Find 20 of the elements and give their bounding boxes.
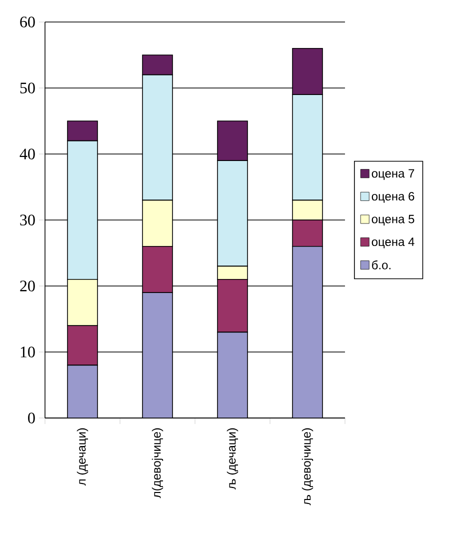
x-tick-label: љ (девојчице) — [302, 428, 314, 506]
y-tick-label: 60 — [20, 16, 35, 28]
x-tick-label: л(девојчице) — [152, 428, 164, 498]
y-tick-label: 0 — [28, 412, 35, 424]
legend-label: б.о. — [372, 260, 390, 270]
x-tick-label: л (дечаци) — [76, 428, 88, 486]
legend-label: оцена 7 — [372, 169, 414, 180]
y-tick-label: 10 — [20, 346, 35, 358]
legend-label: оцена 5 — [372, 214, 414, 226]
y-tick-label: 40 — [20, 148, 35, 160]
bar — [67, 364, 98, 418]
y-tick-label: 20 — [20, 280, 35, 292]
x-tick-label: љ (дечаци) — [226, 428, 238, 490]
bar — [292, 246, 323, 418]
y-tick-label: 50 — [20, 82, 35, 94]
bar — [217, 332, 248, 418]
bar — [142, 292, 173, 418]
legend-label: оцена 6 — [372, 192, 414, 203]
y-tick-label: 30 — [20, 214, 35, 226]
legend-label: оцена 4 — [372, 238, 414, 248]
